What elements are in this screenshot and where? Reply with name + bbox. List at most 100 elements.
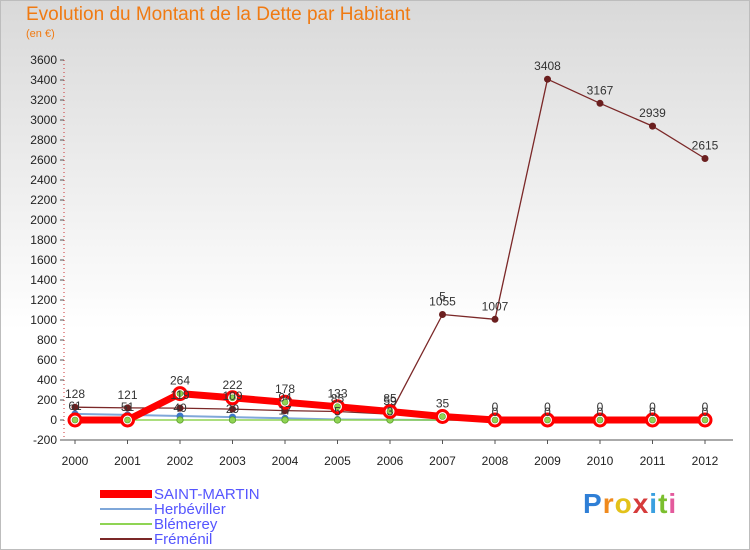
data-label: 109 <box>222 389 242 403</box>
y-tick-label: 2800 <box>30 133 57 147</box>
legend-label: Blémerey <box>154 516 218 533</box>
data-point-inner <box>439 413 446 420</box>
x-tick-label: 2011 <box>640 454 666 468</box>
x-tick-label: 2007 <box>429 454 456 468</box>
data-point <box>491 315 499 323</box>
y-tick-label: 800 <box>37 333 57 347</box>
data-label: 59 <box>383 394 397 408</box>
logo-letter: i <box>649 488 659 519</box>
data-point <box>544 75 551 83</box>
data-point <box>596 99 604 107</box>
y-tick-label: 200 <box>37 393 57 407</box>
data-point <box>176 404 184 412</box>
data-point-inner <box>281 398 289 406</box>
data-point-inner <box>544 416 551 424</box>
data-label: 3 <box>387 405 394 419</box>
logo-letter: i <box>668 488 678 519</box>
data-label: 85 <box>331 392 345 406</box>
x-tick-label: 2001 <box>114 454 141 468</box>
x-tick-label: 2003 <box>219 454 246 468</box>
data-label: 0 <box>492 405 499 419</box>
data-label: 5 <box>439 290 446 304</box>
data-label: 0 <box>702 400 709 414</box>
y-tick-label: 3400 <box>30 73 57 87</box>
y-tick-label: -200 <box>33 433 57 447</box>
data-label: 1055 <box>429 295 456 309</box>
x-axis-ticks: 2000 2001 2002 2003 2004 2005 2006 2007 2008 2009… <box>62 440 719 468</box>
data-label: 0 <box>544 405 551 419</box>
logo-letter: x <box>632 488 650 519</box>
y-tick-label: 1600 <box>30 253 57 267</box>
y-tick-label: 2200 <box>30 193 57 207</box>
data-label: 264 <box>170 374 190 388</box>
data-label: 0 <box>597 400 604 414</box>
y-axis-ticks: -200 0 200 400 600 800 1000 1200 1400 1600 1800 200… <box>30 53 64 447</box>
x-tick-label: 2000 <box>62 454 89 468</box>
data-label: 5 <box>334 405 341 419</box>
data-point <box>649 122 656 130</box>
legend-label: Fréménil <box>154 531 212 548</box>
data-point-inner <box>596 416 604 424</box>
data-label: 1007 <box>482 299 509 313</box>
y-tick-label: 1200 <box>30 293 57 307</box>
data-point-inner <box>491 416 499 424</box>
data-point-inner <box>71 416 79 424</box>
y-tick-label: 3200 <box>30 93 57 107</box>
chart-axes <box>63 60 733 441</box>
data-point <box>281 416 289 424</box>
data-label: 61 <box>68 399 82 413</box>
logo-letter: P <box>583 488 603 519</box>
data-label: 128 <box>65 387 85 401</box>
data-label: 0 <box>649 405 656 419</box>
data-label: 17 <box>278 403 292 417</box>
y-tick-label: 3000 <box>30 113 57 127</box>
y-tick-label: 2000 <box>30 213 57 227</box>
data-label: 0 <box>702 405 709 419</box>
data-point <box>229 405 236 413</box>
data-point-inner <box>334 403 341 411</box>
data-point-inner <box>386 408 394 415</box>
data-point-inner <box>649 416 656 424</box>
data-point-inner <box>124 416 131 424</box>
y-tick-label: 1000 <box>30 313 57 327</box>
y-tick-label: 2600 <box>30 153 57 167</box>
logo-letter: r <box>602 488 615 519</box>
data-point <box>228 416 237 424</box>
data-point <box>333 416 342 424</box>
proxiti-logo: Proxiti <box>583 488 677 520</box>
x-tick-label: 2009 <box>534 454 561 468</box>
x-tick-label: 2004 <box>272 454 299 468</box>
y-tick-label: 0 <box>50 413 57 427</box>
data-label: 0 <box>492 400 499 414</box>
data-label: 29 <box>226 402 240 416</box>
data-label: 133 <box>327 387 347 401</box>
logo-letter: t <box>658 488 669 519</box>
x-tick-label: 2006 <box>377 454 404 468</box>
data-point-inner <box>701 416 709 424</box>
y-tick-label: 1400 <box>30 273 57 287</box>
data-label: 40 <box>173 401 187 415</box>
data-label: 85 <box>383 392 397 406</box>
chart-unit: (en €) <box>26 28 55 40</box>
data-label: 3408 <box>534 59 561 73</box>
data-point-inner <box>176 390 184 397</box>
data-label: 35 <box>436 397 450 411</box>
data-label: 222 <box>222 378 242 392</box>
y-tick-label: 400 <box>37 373 57 387</box>
series-line-3 <box>74 78 706 415</box>
chart-title: Evolution du Montant de la Dette par Hab… <box>26 4 411 25</box>
series-lines <box>74 78 706 424</box>
data-point-inner <box>229 394 236 402</box>
data-label: 0 <box>544 400 551 414</box>
logo-letter: o <box>614 488 633 519</box>
series-points <box>67 75 713 428</box>
data-label: 2615 <box>692 139 719 153</box>
x-tick-label: 2012 <box>692 454 719 468</box>
data-point <box>439 311 446 318</box>
data-point <box>124 404 131 412</box>
data-point <box>176 416 184 424</box>
